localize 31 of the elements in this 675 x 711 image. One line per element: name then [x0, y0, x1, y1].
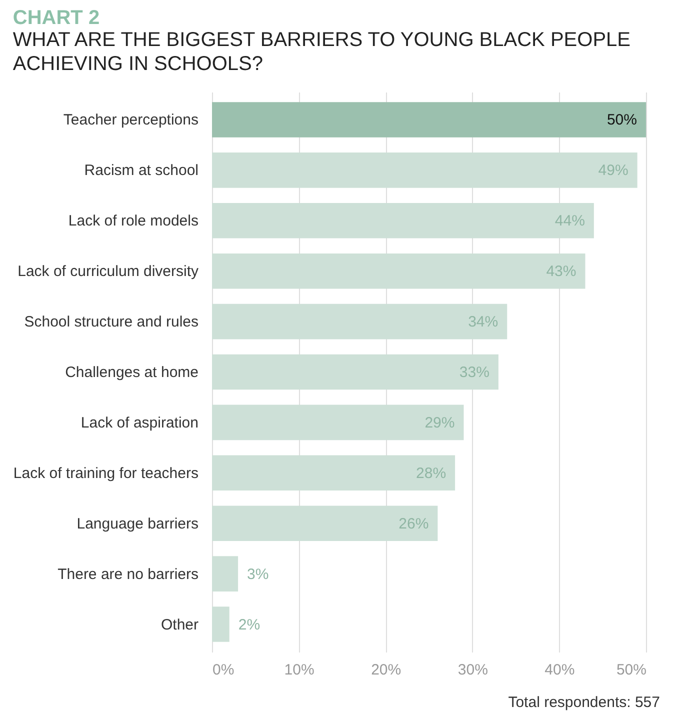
data-label: 43%	[546, 263, 576, 280]
data-label: 49%	[598, 162, 628, 180]
data-label: 26%	[398, 515, 429, 532]
y-tick-label: Racism at school	[84, 162, 198, 180]
chart-subtitle: WHAT ARE THE BIGGEST BARRIERS TO YOUNG BLACK PEOPLE ACHIEVING IN SCHOOLS?	[12, 29, 630, 75]
x-tick-label: 20%	[371, 662, 402, 678]
y-tick-label: School structure and rules	[24, 314, 198, 331]
data-label: 44%	[554, 212, 585, 230]
data-label: 3%	[247, 566, 269, 583]
y-tick-label: There are no barriers	[58, 566, 198, 583]
y-tick-label: Lack of role models	[68, 212, 198, 230]
y-tick-label: Teacher perceptions	[63, 112, 198, 129]
y-tick-label: Other	[160, 616, 199, 634]
data-label: 33%	[459, 364, 490, 381]
data-label: 2%	[238, 616, 260, 634]
y-tick-label: Lack of aspiration	[80, 414, 198, 432]
x-tick-label: 30%	[458, 662, 488, 678]
x-tick-label: 10%	[284, 662, 314, 678]
data-label: 34%	[468, 314, 498, 331]
chart-title: CHART 2	[12, 7, 100, 29]
text: Total respondents: 557	[508, 694, 660, 711]
y-tick-label: Lack of training for teachers	[13, 464, 198, 482]
data-label: 50%	[606, 112, 637, 129]
data-label: 29%	[424, 414, 455, 432]
data-label: 28%	[416, 464, 446, 482]
y-tick-label: Lack of curriculum diversity	[18, 263, 199, 280]
x-tick-label: 0%	[212, 662, 234, 678]
y-tick-label: Challenges at home	[65, 364, 198, 381]
x-tick-label: 40%	[544, 662, 575, 678]
y-tick-label: Language barriers	[76, 515, 198, 532]
x-tick-label: 50%	[616, 662, 646, 678]
